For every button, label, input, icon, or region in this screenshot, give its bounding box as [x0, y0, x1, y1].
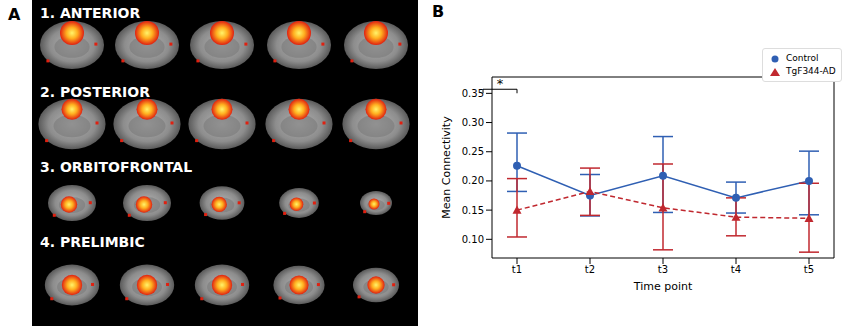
- svg-text:A: A: [8, 5, 21, 24]
- svg-text:2. POSTERIOR: 2. POSTERIOR: [40, 84, 150, 100]
- html-text:Control: Control: [786, 53, 819, 63]
- svg-text:0.25: 0.25: [462, 146, 484, 157]
- svg-text:Time point: Time point: [633, 280, 693, 293]
- svg-text:*: *: [497, 76, 504, 91]
- svg-text:t4: t4: [731, 264, 741, 275]
- html-text:B: B: [432, 2, 445, 21]
- svg-text:4. PRELIMBIC: 4. PRELIMBIC: [40, 234, 145, 250]
- svg-text:0.20: 0.20: [462, 175, 484, 186]
- svg-text:0.30: 0.30: [462, 117, 484, 128]
- svg-text:1. ANTERIOR: 1. ANTERIOR: [40, 5, 140, 21]
- svg-text:0.10: 0.10: [462, 234, 484, 245]
- svg-text:3. ORBITOFRONTAL: 3. ORBITOFRONTAL: [40, 159, 192, 175]
- svg-text:0.15: 0.15: [462, 205, 484, 216]
- svg-text:0.35: 0.35: [462, 88, 484, 99]
- svg-text:t1: t1: [512, 264, 522, 275]
- svg-text:t3: t3: [658, 264, 668, 275]
- svg-text:t5: t5: [804, 264, 814, 275]
- svg-text:Mean Connectivity: Mean Connectivity: [440, 116, 453, 219]
- html-text:TgF344-AD: TgF344-AD: [786, 66, 836, 76]
- svg-text:t2: t2: [585, 264, 595, 275]
